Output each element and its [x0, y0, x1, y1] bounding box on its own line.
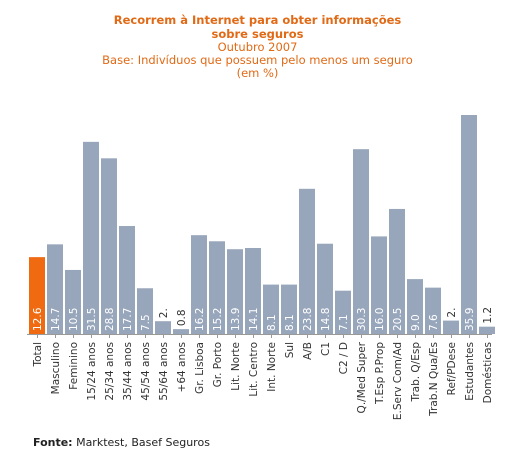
chart-titles: Recorrem à Internet para obter informaçõ…	[0, 13, 515, 80]
bar-17	[335, 290, 351, 334]
bar-13	[263, 284, 279, 334]
category-label-25: Domésticas	[482, 342, 494, 403]
value-label-0: 12.6	[32, 307, 44, 331]
bar-6	[137, 288, 153, 334]
category-label-5: 35/44 anos	[122, 342, 134, 401]
source-note: Fonte: Marktest, Basef Seguros	[33, 436, 210, 449]
source-text: Marktest, Basef Seguros	[76, 436, 210, 449]
category-label-7: 55/64 anos	[158, 342, 170, 401]
bar-10	[209, 241, 225, 334]
value-label-13: 8.1	[266, 314, 278, 331]
bar-16	[317, 243, 333, 334]
chart-title-line2: sobre seguros	[211, 27, 304, 41]
category-label-10: Gr. Porto	[212, 342, 224, 387]
bar-21	[407, 279, 423, 334]
value-label-17: 7.1	[338, 314, 350, 331]
category-label-16: C1	[320, 342, 332, 356]
bar-20	[389, 208, 405, 334]
value-label-5: 17.7	[122, 308, 134, 331]
value-label-10: 15.2	[212, 308, 224, 331]
bar-19	[371, 236, 387, 334]
value-label-19: 16.0	[374, 308, 386, 331]
chart-subtitle-unit: (em %)	[236, 66, 279, 80]
value-label-9: 16.2	[194, 308, 206, 331]
category-label-22: Trab.N Qua/Es	[428, 342, 440, 417]
value-label-11: 13.9	[230, 308, 242, 331]
category-label-9: Gr. Lisboa	[194, 342, 206, 394]
bar-4	[101, 158, 117, 334]
category-label-19: T.Esp P.Prop	[374, 342, 386, 405]
category-label-18: Q./Med Super	[356, 341, 368, 413]
category-label-1: Masculino	[50, 342, 62, 394]
bar-8	[173, 329, 189, 334]
bar-12	[245, 247, 261, 334]
value-label-24: 35.9	[464, 308, 476, 331]
category-label-3: 15/24 anos	[86, 342, 98, 401]
chart-title-line1: Recorrem à Internet para obter informaçõ…	[113, 13, 402, 27]
category-label-6: 45/54 anos	[140, 342, 152, 401]
value-label-4: 28.8	[104, 308, 116, 331]
bar-7	[155, 321, 171, 334]
category-label-24: Estudantes	[464, 342, 476, 401]
value-label-7: 2.	[158, 308, 170, 318]
value-label-6: 7.5	[140, 314, 152, 331]
value-label-2: 10.5	[68, 308, 80, 331]
category-label-20: E.Serv Com/Ad	[392, 342, 404, 420]
bar-22	[425, 287, 441, 334]
value-label-16: 14.8	[320, 308, 332, 331]
value-label-14: 8.1	[284, 314, 296, 331]
category-label-2: Feminino	[68, 342, 80, 390]
bar-24	[461, 115, 477, 334]
category-label-14: Sul	[284, 342, 296, 358]
value-label-22: 7.6	[428, 314, 440, 331]
value-label-18: 30.3	[356, 308, 368, 331]
category-label-0: Total	[32, 342, 44, 368]
chart-subtitle-date: Outubro 2007	[217, 40, 298, 54]
bar-3	[83, 141, 99, 334]
bar-14	[281, 284, 297, 334]
category-label-8: +64 anos	[176, 342, 188, 392]
value-label-23: 2.	[446, 308, 458, 318]
bar-2	[65, 269, 81, 334]
category-label-11: Lit. Norte	[230, 342, 242, 391]
category-label-12: Lit. Centro	[248, 342, 260, 397]
chart-subtitle-base: Base: Indivíduos que possuem pelo menos …	[102, 53, 413, 67]
bar-23	[443, 320, 459, 334]
value-label-1: 14.7	[50, 308, 62, 331]
value-label-12: 14.1	[248, 308, 260, 331]
category-label-23: Ref/PDese	[446, 342, 458, 395]
category-label-17: C2 / D	[338, 342, 350, 374]
value-label-21: 9.0	[410, 314, 422, 331]
category-label-4: 25/34 anos	[104, 342, 116, 401]
bar-11	[227, 249, 243, 334]
bar-25	[479, 326, 495, 334]
value-label-3: 31.5	[86, 308, 98, 331]
category-label-15: A/B	[302, 342, 314, 360]
bar-9	[191, 235, 207, 334]
category-label-13: Int. Norte	[266, 342, 278, 392]
value-label-25: 1.2	[482, 307, 494, 324]
value-label-8: 0.8	[176, 309, 188, 326]
source-label: Fonte:	[33, 436, 73, 449]
bar-5	[119, 226, 135, 334]
bar-1	[47, 244, 63, 334]
bar-0	[29, 257, 45, 334]
bar-15	[299, 188, 315, 334]
value-label-20: 20.5	[392, 308, 404, 331]
value-label-15: 23.8	[302, 308, 314, 331]
category-label-21: Trab. Q/Esp	[410, 342, 422, 403]
bar-18	[353, 149, 369, 334]
